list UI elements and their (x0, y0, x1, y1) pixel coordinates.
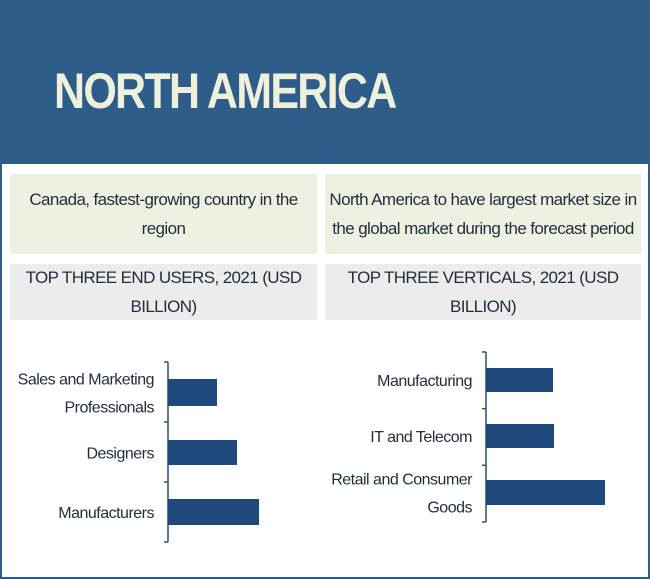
chart-title-end-users: TOP THREE END USERS, 2021 (USD BILLION) (10, 264, 317, 320)
header-banner: NORTH AMERICA (2, 2, 648, 164)
bar-manufacturing (486, 368, 553, 392)
category-label: Professionals (64, 400, 154, 417)
category-label: IT and Telecom (370, 429, 472, 446)
bar-designers (168, 440, 237, 465)
bar-sales-and-marketing-professionals (168, 379, 217, 406)
category-label: Goods (427, 500, 472, 517)
region-title: NORTH AMERICA (54, 63, 397, 119)
chart-title-verticals: TOP THREE VERTICALS, 2021 (USD BILLION) (325, 264, 641, 320)
category-label: Retail and Consumer (331, 472, 473, 489)
highlight-left: Canada, fastest-growing country in the r… (10, 174, 317, 254)
bar-it-and-telecom (486, 424, 554, 448)
highlight-right: North America to have largest market siz… (325, 174, 641, 254)
bar-manufacturers (168, 499, 259, 525)
category-label: Designers (86, 446, 154, 463)
category-label: Sales and Marketing (18, 372, 154, 389)
category-label: Manufacturing (377, 373, 472, 390)
category-label: Manufacturers (58, 505, 154, 522)
bar-retail-and-consumer-goods (486, 480, 605, 505)
